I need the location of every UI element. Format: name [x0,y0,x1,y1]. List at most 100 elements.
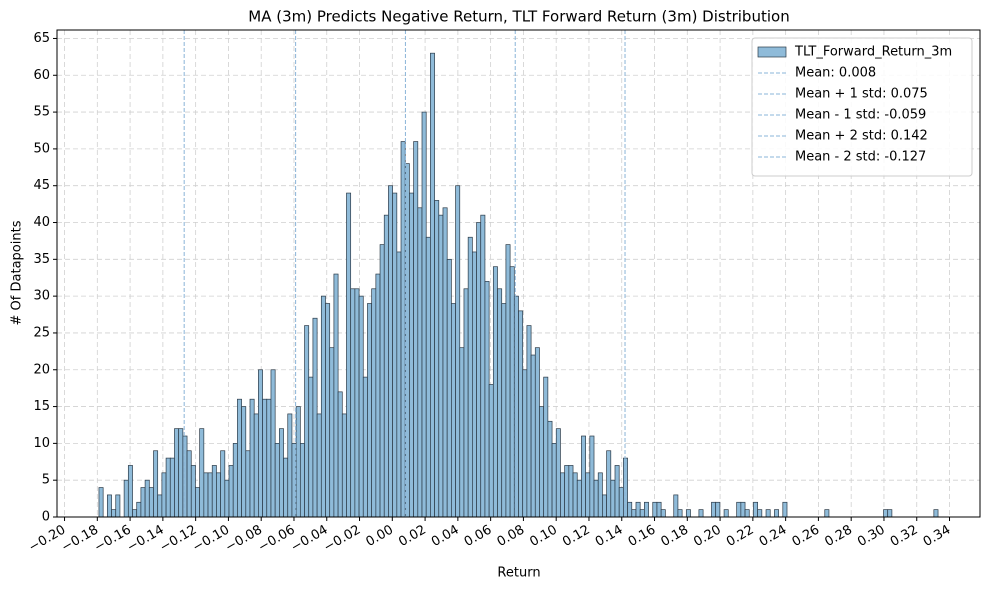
bar [195,487,200,518]
bar [610,479,616,518]
bar [358,295,364,518]
y-tick-label: 60 [33,68,50,83]
bar [111,509,117,518]
bar [560,472,565,518]
bar [753,501,758,518]
bar [169,457,175,518]
legend-label: TLT_Forward_Return_3m [794,45,952,60]
bar [123,479,129,518]
bar [224,479,230,518]
bar [140,487,146,518]
bar [354,288,360,518]
y-tick-label: 0 [42,510,50,525]
y-tick-label: 20 [33,362,50,377]
bar [522,369,528,518]
bar [446,258,452,518]
bar [383,214,389,518]
bar [333,273,339,518]
bar [178,428,184,518]
bar [606,450,612,518]
bar [136,501,142,518]
bar [698,509,704,518]
bar [203,472,209,518]
bar [652,501,658,518]
legend-label: Mean + 1 std: 0.075 [795,87,928,102]
bar [572,472,578,518]
legend-label: Mean: 0.008 [795,66,876,81]
y-tick-label: 40 [33,215,50,230]
bar [715,501,721,518]
bar [249,398,255,518]
bar [673,494,679,518]
bar [157,494,163,518]
bar [207,472,213,518]
bar [723,509,729,518]
bar [127,465,133,518]
bar [534,347,540,518]
bar [237,398,242,518]
bar [362,376,368,518]
y-tick-label: 30 [33,289,50,304]
bar [736,501,742,518]
bar [782,501,788,518]
y-tick-label: 15 [33,399,50,414]
bar [568,465,574,518]
bar [744,509,750,518]
bar [824,509,830,518]
bar [639,509,645,518]
bar [379,244,385,518]
bar [216,472,221,518]
legend-label: Mean - 1 std: -0.059 [795,108,926,123]
bar [279,428,284,518]
bar [367,303,373,518]
bar [551,443,557,518]
bar [488,384,494,518]
bar [530,354,536,518]
bar [199,428,205,518]
bar [883,509,889,518]
bar [232,443,238,518]
bar [497,288,503,518]
bar [933,509,939,518]
bar [765,509,771,518]
y-tick-label: 10 [33,436,50,451]
y-tick-label: 55 [33,105,50,120]
bar [518,310,524,518]
bar [325,303,331,518]
bar [438,214,444,518]
y-tick-label: 35 [33,252,50,267]
bar [258,369,263,518]
bar [555,428,561,518]
bar [186,450,192,518]
bar [161,472,167,518]
plot-frame [56,29,981,518]
bar [614,465,620,518]
bar [480,214,486,518]
bar [316,413,322,518]
bar [396,251,402,518]
bar [656,501,662,518]
bar [593,479,599,518]
bar [299,443,305,518]
bar [266,398,272,518]
y-axis-label: # Of Datapoints [10,220,25,325]
bar [543,376,549,518]
bar [602,494,607,518]
bar [329,347,335,518]
bar [585,472,591,518]
bar [618,487,624,518]
bar [476,222,482,518]
bar [484,281,490,518]
bar [287,413,293,518]
bar [211,465,217,518]
bar [148,487,154,518]
bar [887,509,893,518]
legend-box [751,37,973,177]
bar [711,501,717,518]
bar [757,509,763,518]
bar [190,465,196,518]
bar [434,200,440,518]
bar [174,428,180,518]
bar [153,450,159,518]
bar [409,192,414,518]
